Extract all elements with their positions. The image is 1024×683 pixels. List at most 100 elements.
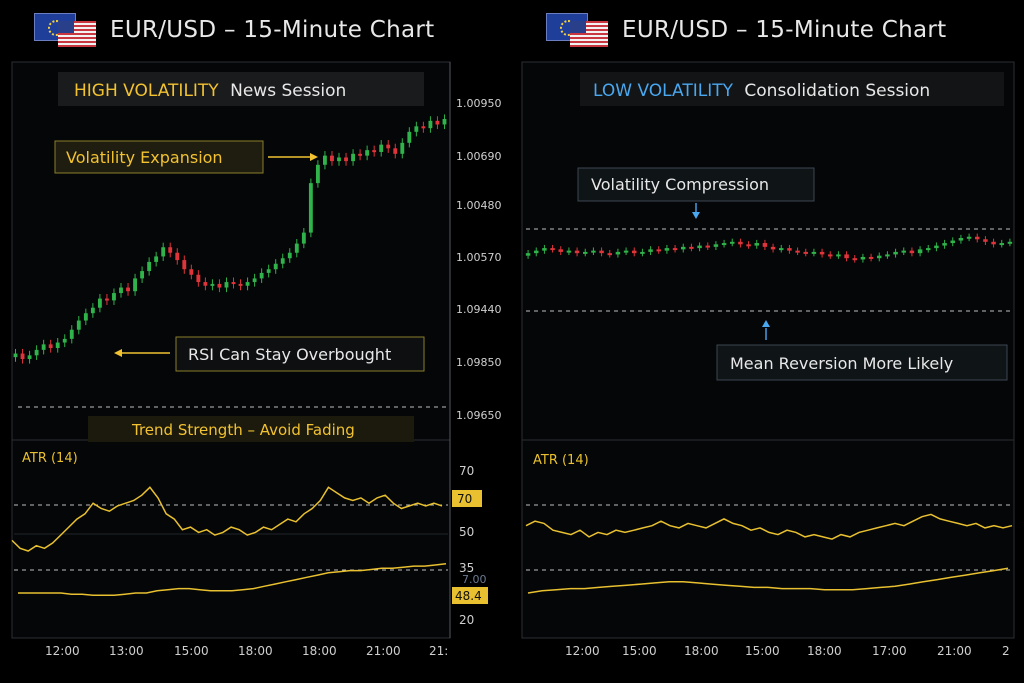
price-tick-label: 1.09850 bbox=[456, 356, 502, 369]
left-session-rest: News Session bbox=[230, 81, 346, 101]
candle-body bbox=[787, 248, 792, 251]
candle-body bbox=[795, 250, 800, 253]
candle-body bbox=[41, 344, 46, 350]
candle-body bbox=[224, 282, 229, 288]
x-tick-label: 21:00 bbox=[366, 644, 401, 658]
candle-body bbox=[542, 248, 547, 251]
candle-body bbox=[779, 248, 784, 251]
left-header: EUR/USD – 15-Minute Chart bbox=[34, 10, 435, 50]
candle-body bbox=[591, 250, 596, 253]
candle-body bbox=[69, 329, 74, 339]
candle-body bbox=[828, 254, 833, 257]
candle-body bbox=[991, 241, 996, 245]
candle-body bbox=[958, 238, 964, 241]
price-tick-label: 1.09440 bbox=[456, 303, 502, 316]
candle-body bbox=[885, 254, 890, 257]
mean-reversion-callout bbox=[716, 344, 1008, 381]
candle-body bbox=[13, 353, 18, 358]
candle-body bbox=[811, 251, 817, 254]
mean-reversion-text: Mean Reversion More Likely bbox=[730, 354, 953, 373]
candle-body bbox=[746, 244, 751, 247]
candle-body bbox=[315, 164, 320, 184]
x-tick-label: 15:00 bbox=[622, 644, 657, 658]
candle-body bbox=[203, 282, 208, 286]
candle-body bbox=[1007, 241, 1013, 244]
candle-body bbox=[231, 282, 236, 285]
x-tick-label: 21: bbox=[429, 644, 448, 658]
candle-body bbox=[414, 126, 419, 132]
rsi-callout-text: RSI Can Stay Overbought bbox=[188, 345, 391, 364]
atr-badge-high-text: 70 bbox=[457, 492, 472, 506]
candle-body bbox=[844, 254, 849, 259]
candle-body bbox=[280, 258, 285, 264]
candle-body bbox=[689, 246, 694, 249]
candle-body bbox=[76, 320, 81, 330]
candle-body bbox=[770, 246, 776, 250]
atr-lines bbox=[11, 486, 1013, 597]
candle-body bbox=[615, 251, 621, 255]
right-header: EUR/USD – 15-Minute Chart bbox=[546, 10, 947, 50]
candle-body bbox=[819, 251, 825, 255]
candle-body bbox=[154, 256, 159, 262]
candle-body bbox=[681, 246, 686, 250]
candle-body bbox=[259, 272, 264, 279]
candle-body bbox=[323, 155, 327, 165]
x-tick-label: 15:00 bbox=[745, 644, 780, 658]
right-atr-label: ATR (14) bbox=[533, 453, 589, 468]
candle-body bbox=[105, 298, 109, 301]
x-tick-label: 13:00 bbox=[109, 644, 144, 658]
candle-body bbox=[852, 258, 857, 261]
candle-body bbox=[534, 250, 539, 254]
rsi-callout bbox=[175, 336, 425, 372]
candle-body bbox=[27, 355, 32, 360]
x-tick-label: 2 bbox=[1002, 644, 1010, 658]
atr-tick-label: 20 bbox=[459, 613, 474, 627]
price-tick-label: 1.09650 bbox=[456, 409, 502, 422]
candle-body bbox=[34, 349, 39, 356]
left-session-banner bbox=[58, 72, 424, 106]
candle-body bbox=[934, 245, 939, 249]
right-session-highlight: LOW VOLATILITY bbox=[593, 81, 734, 101]
eur-usd-flag-icon bbox=[546, 13, 608, 47]
candle-body bbox=[999, 243, 1004, 246]
left-session-title: HIGH VOLATILITY News Session bbox=[74, 81, 346, 101]
candle-body bbox=[566, 250, 572, 253]
candle-body bbox=[721, 243, 727, 246]
candle-body bbox=[119, 287, 123, 294]
candle-body bbox=[754, 243, 759, 246]
x-tick-label: 18:00 bbox=[302, 644, 337, 658]
candle-body bbox=[20, 353, 25, 360]
trend-strength-banner bbox=[88, 416, 414, 442]
x-tick-label: 12:00 bbox=[565, 644, 600, 658]
candle-body bbox=[386, 144, 391, 149]
left-atr-label: ATR (14) bbox=[22, 451, 78, 466]
candle-body bbox=[301, 232, 306, 244]
candle-body bbox=[442, 118, 447, 125]
candle-body bbox=[632, 250, 637, 254]
atr-series-line bbox=[11, 486, 443, 552]
candle-body bbox=[966, 236, 972, 239]
atr-series-line bbox=[527, 567, 1009, 594]
candle-body bbox=[393, 148, 398, 154]
candle-body bbox=[803, 251, 808, 254]
candle-body bbox=[738, 241, 743, 245]
eur-usd-flag-icon bbox=[34, 13, 96, 47]
right-session-rest: Consolidation Session bbox=[744, 81, 930, 101]
volatility-compression-text: Volatility Compression bbox=[591, 175, 769, 194]
candle-body bbox=[713, 244, 719, 247]
candle-body bbox=[640, 251, 645, 254]
candle-body bbox=[428, 120, 433, 129]
candle-body bbox=[860, 256, 866, 260]
x-tick-label: 17:00 bbox=[872, 644, 907, 658]
candle-body bbox=[836, 254, 841, 257]
candle-body bbox=[133, 278, 137, 292]
x-tick-label: 21:00 bbox=[937, 644, 972, 658]
candle-body bbox=[196, 274, 201, 283]
x-tick-label: 18:00 bbox=[807, 644, 842, 658]
x-tick-label: 18:00 bbox=[684, 644, 719, 658]
candle-body bbox=[97, 298, 102, 308]
candle-body bbox=[372, 150, 377, 153]
left-session-highlight: HIGH VOLATILITY bbox=[74, 81, 219, 101]
candle-body bbox=[623, 250, 629, 253]
